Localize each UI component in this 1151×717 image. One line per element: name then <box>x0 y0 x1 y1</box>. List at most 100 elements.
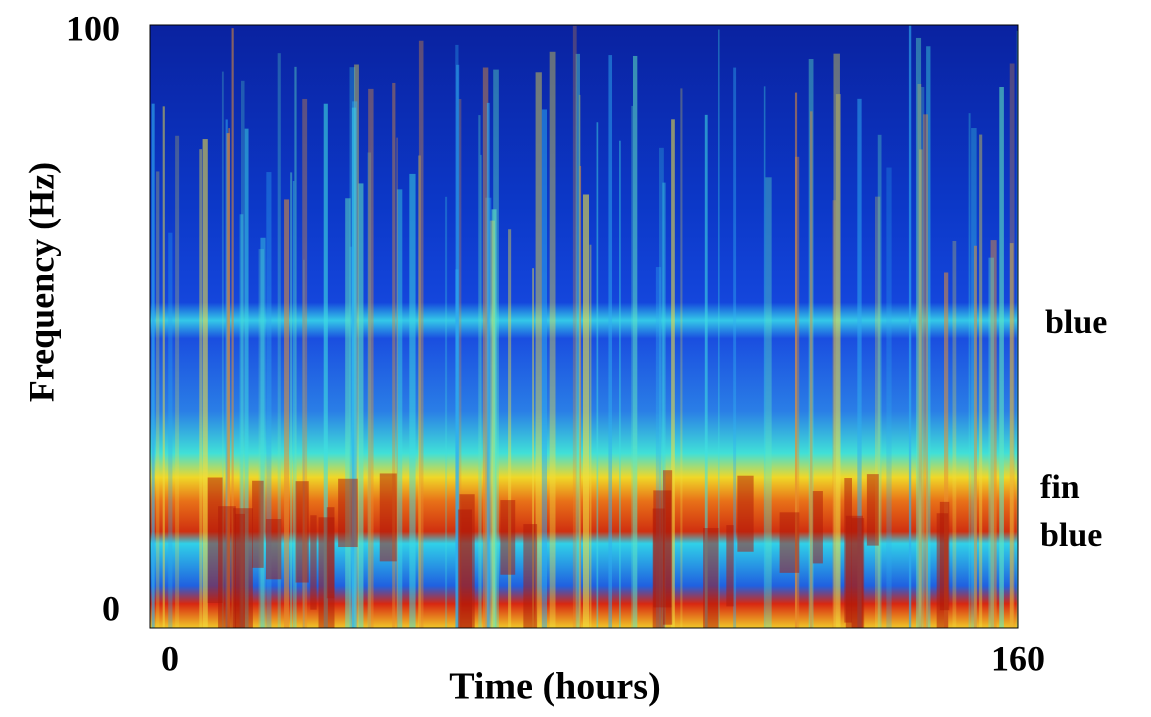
texture-streak <box>239 214 244 628</box>
texture-streak <box>990 240 997 628</box>
texture-streak <box>491 209 497 628</box>
texture-streak <box>582 194 590 628</box>
texture-streak <box>619 140 621 628</box>
texture-streak <box>541 109 548 628</box>
texture-streak <box>162 106 165 628</box>
texture-streak <box>549 51 556 628</box>
y-tick-label: 100 <box>66 8 120 48</box>
texture-streak <box>418 40 424 628</box>
texture-streak <box>655 267 662 628</box>
texture-streak <box>396 137 398 628</box>
texture-streak <box>532 268 535 628</box>
texture-streak <box>302 98 308 628</box>
texture-burst <box>737 475 754 552</box>
texture-streak <box>1009 243 1014 628</box>
texture-streak <box>418 155 421 628</box>
texture-streak <box>241 80 245 628</box>
texture-burst <box>235 513 245 628</box>
texture-streak <box>367 152 372 628</box>
texture-streak <box>877 134 882 628</box>
texture-streak <box>354 64 359 628</box>
texture-burst <box>523 524 538 628</box>
texture-streak <box>277 53 281 628</box>
texture-streak <box>258 249 265 628</box>
texture-streak <box>631 105 633 628</box>
texture-streak <box>944 272 949 628</box>
x-axis-label: Time (hours) <box>449 666 660 708</box>
texture-streak <box>392 82 396 628</box>
texture-streak <box>455 269 459 628</box>
texture-burst <box>207 477 223 603</box>
texture-burst <box>936 513 949 628</box>
texture-burst <box>326 507 335 599</box>
texture-streak <box>680 88 683 628</box>
texture-burst <box>265 518 282 580</box>
texture-streak <box>835 94 841 628</box>
texture-streak <box>973 245 977 628</box>
texture-streak <box>659 147 664 628</box>
texture-streak <box>886 167 892 628</box>
texture-streak <box>808 59 814 628</box>
texture-streak <box>409 173 416 628</box>
texture-streak <box>632 55 638 628</box>
texture-streak <box>349 246 355 628</box>
texture-streak <box>456 64 460 628</box>
texture-streak <box>345 198 351 628</box>
texture-burst <box>703 528 719 628</box>
texture-streak <box>290 172 293 628</box>
texture-streak <box>857 98 862 628</box>
texture-streak <box>284 199 290 628</box>
texture-streak <box>199 149 203 628</box>
texture-streak <box>151 103 155 628</box>
texture-streak <box>1009 63 1015 628</box>
x-tick-label: 0 <box>161 638 179 678</box>
texture-streak <box>266 172 272 628</box>
texture-streak <box>795 156 800 628</box>
texture-streak <box>445 196 448 628</box>
texture-streak <box>358 183 364 628</box>
texture-streak <box>396 189 403 628</box>
texture-streak <box>979 134 983 628</box>
texture-streak <box>349 67 356 628</box>
texture-streak <box>874 196 881 628</box>
plot-frame <box>149 24 1019 629</box>
texture-streak <box>921 86 925 628</box>
texture-streak <box>482 67 489 628</box>
texture-streak <box>832 200 837 628</box>
texture-streak <box>608 55 613 628</box>
texture-streak <box>952 240 957 628</box>
texture-streak <box>704 114 708 628</box>
texture-streak <box>323 103 328 628</box>
texture-streak <box>919 149 923 628</box>
texture-streak <box>763 86 766 628</box>
texture-burst <box>726 525 734 607</box>
annotation: fin <box>1040 469 1080 506</box>
texture-burst <box>866 474 879 546</box>
texture-streak <box>292 181 295 628</box>
texture-streak <box>575 53 580 628</box>
annotation: blue <box>1045 304 1107 341</box>
x-tick-label: 160 <box>991 638 1045 678</box>
texture-streak <box>579 165 582 628</box>
texture-streak <box>508 229 512 628</box>
texture-streak <box>221 71 224 628</box>
texture-streak <box>915 37 922 628</box>
texture-streak <box>478 115 481 628</box>
texture-streak <box>175 135 180 628</box>
texture-streak <box>352 101 358 628</box>
texture-streak <box>479 154 482 628</box>
texture-burst <box>252 480 264 568</box>
texture-streak <box>294 66 297 628</box>
texture-streak <box>368 88 374 628</box>
texture-streak <box>168 232 173 628</box>
texture-burst <box>379 473 397 562</box>
texture-streak <box>926 46 931 628</box>
texture-streak <box>458 99 462 628</box>
texture-streak <box>493 69 499 628</box>
texture-streak <box>1016 30 1018 628</box>
y-tick-label: 0 <box>102 588 120 628</box>
texture-streak <box>908 25 912 628</box>
texture-streak <box>596 122 599 628</box>
texture-burst <box>295 481 309 583</box>
